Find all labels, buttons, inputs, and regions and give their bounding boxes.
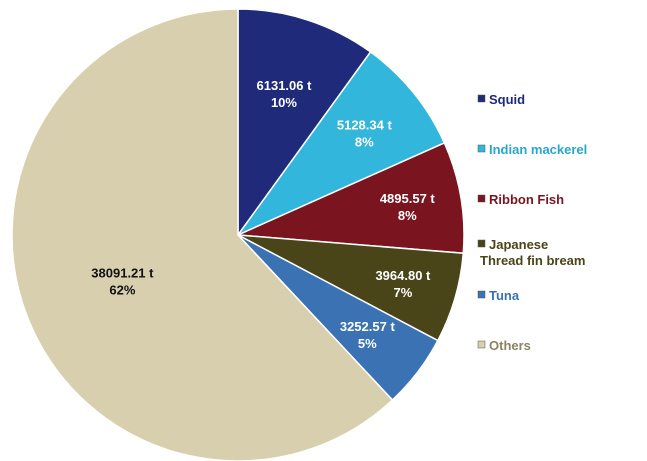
- data-label-percent-tuna: 5%: [358, 336, 377, 351]
- legend-swatch-indian-mackerel: [477, 144, 486, 153]
- pie-slices: [11, 8, 465, 461]
- data-label-value-japanese-thread-fin-bream: 3964.80 t: [375, 268, 431, 283]
- pie-slice-ribbon-fish: [237, 141, 465, 255]
- legend-swatch-japanese-thread-fin-bream: [477, 239, 486, 248]
- data-label-percent-squid: 10%: [271, 95, 297, 110]
- legend-swatch-ribbon-fish: [477, 194, 486, 203]
- legend-label-others: Others: [489, 338, 531, 353]
- pie-slice-squid: [237, 8, 372, 238]
- legend-swatch-tuna: [477, 290, 486, 299]
- data-label-percent-ribbon-fish: 8%: [398, 208, 417, 223]
- data-label-value-others: 38091.21 t: [91, 266, 154, 281]
- legend-label-line: Ribbon Fish: [489, 192, 564, 207]
- legend-label-line: Others: [489, 338, 531, 353]
- legend-label-ribbon-fish: Ribbon Fish: [489, 192, 564, 207]
- legend-label-line: Tuna: [489, 288, 520, 303]
- data-label-value-indian-mackerel: 5128.34 t: [337, 117, 393, 132]
- legend-label-indian-mackerel: Indian mackerel: [489, 142, 587, 157]
- legend-label-squid: Squid: [489, 92, 525, 107]
- data-label-percent-japanese-thread-fin-bream: 7%: [394, 285, 413, 300]
- legend-swatch-squid: [477, 94, 486, 103]
- legend-label-line: Indian mackerel: [489, 142, 587, 157]
- legend-label-line: Thread fin bream: [480, 253, 585, 268]
- data-label-value-squid: 6131.06 t: [257, 78, 313, 93]
- data-label-value-tuna: 3252.57 t: [340, 319, 396, 334]
- data-label-percent-others: 62%: [109, 283, 135, 298]
- data-label-percent-indian-mackerel: 8%: [355, 134, 374, 149]
- legend-label-japanese-thread-fin-bream: Japanese Thread fin bream: [480, 237, 585, 268]
- legend-label-tuna: Tuna: [489, 288, 520, 303]
- legend-label-line: Squid: [489, 92, 525, 107]
- data-label-value-ribbon-fish: 4895.57 t: [380, 191, 436, 206]
- pie-data-labels: 6131.06 t 10% 5128.34 t 8% 4895.57 t 8% 3964.8…: [91, 78, 435, 351]
- pie-slice-others: [11, 8, 394, 461]
- legend-swatch-others: [477, 340, 486, 349]
- pie-slice-indian-mackerel: [235, 50, 446, 237]
- legend-label-line: Japanese: [489, 237, 548, 252]
